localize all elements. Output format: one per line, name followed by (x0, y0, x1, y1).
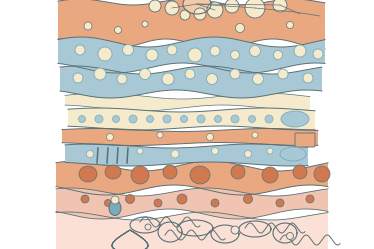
Circle shape (212, 147, 218, 154)
Circle shape (273, 51, 282, 60)
Ellipse shape (105, 165, 121, 179)
Circle shape (94, 68, 106, 80)
Circle shape (137, 148, 143, 154)
Ellipse shape (109, 200, 121, 215)
Circle shape (230, 69, 240, 79)
Circle shape (147, 116, 153, 123)
Circle shape (231, 226, 239, 234)
Circle shape (129, 115, 137, 123)
Circle shape (211, 199, 219, 207)
Circle shape (114, 26, 122, 34)
Circle shape (162, 73, 174, 85)
Circle shape (294, 45, 306, 57)
Circle shape (303, 73, 313, 83)
Circle shape (278, 69, 288, 79)
Circle shape (225, 0, 239, 13)
Circle shape (123, 45, 134, 56)
Circle shape (215, 116, 221, 123)
Circle shape (313, 49, 323, 59)
Circle shape (306, 195, 314, 203)
Ellipse shape (79, 166, 97, 182)
Circle shape (276, 199, 284, 207)
Polygon shape (60, 66, 322, 98)
Circle shape (177, 194, 187, 204)
Circle shape (267, 148, 273, 154)
Circle shape (210, 46, 220, 56)
Circle shape (286, 21, 294, 28)
Circle shape (104, 199, 111, 206)
Circle shape (265, 115, 273, 123)
Ellipse shape (190, 166, 210, 184)
Ellipse shape (281, 111, 309, 127)
Circle shape (249, 46, 261, 57)
Circle shape (98, 47, 112, 61)
Circle shape (180, 10, 190, 20)
Ellipse shape (293, 165, 307, 179)
Circle shape (207, 2, 223, 18)
Circle shape (206, 73, 218, 84)
Circle shape (236, 23, 245, 33)
Circle shape (157, 132, 163, 138)
Ellipse shape (314, 166, 330, 182)
Circle shape (107, 133, 113, 140)
Circle shape (163, 115, 171, 123)
Circle shape (84, 22, 92, 30)
Circle shape (165, 1, 179, 15)
Circle shape (167, 45, 177, 55)
Circle shape (185, 69, 195, 79)
Circle shape (142, 21, 148, 27)
Circle shape (81, 195, 89, 203)
Circle shape (245, 150, 251, 158)
Ellipse shape (131, 166, 149, 184)
Polygon shape (65, 144, 308, 166)
Polygon shape (68, 108, 315, 130)
Circle shape (154, 199, 162, 207)
FancyBboxPatch shape (295, 133, 315, 147)
Polygon shape (65, 93, 310, 111)
Ellipse shape (280, 147, 306, 161)
Circle shape (86, 150, 94, 158)
Circle shape (117, 74, 127, 84)
Circle shape (171, 150, 179, 158)
Circle shape (206, 133, 214, 140)
Circle shape (73, 73, 83, 83)
Ellipse shape (183, 0, 211, 14)
Circle shape (188, 48, 202, 62)
Circle shape (286, 233, 294, 240)
Circle shape (145, 224, 151, 230)
Circle shape (231, 115, 239, 123)
Ellipse shape (262, 167, 278, 183)
Ellipse shape (163, 165, 177, 179)
Circle shape (194, 8, 206, 20)
Polygon shape (56, 188, 328, 219)
Circle shape (252, 73, 264, 84)
Circle shape (95, 115, 103, 123)
Polygon shape (56, 161, 328, 195)
Ellipse shape (231, 165, 245, 179)
Polygon shape (58, 0, 325, 49)
Polygon shape (58, 37, 325, 73)
Circle shape (75, 45, 85, 55)
Circle shape (243, 194, 252, 203)
Circle shape (140, 68, 150, 79)
Circle shape (248, 116, 255, 123)
Circle shape (149, 0, 161, 12)
Circle shape (111, 196, 119, 204)
Circle shape (79, 116, 86, 123)
Circle shape (252, 132, 258, 138)
Circle shape (197, 115, 205, 123)
Circle shape (181, 116, 187, 123)
Circle shape (126, 194, 135, 203)
Circle shape (230, 51, 239, 60)
Circle shape (273, 0, 287, 12)
Polygon shape (56, 212, 328, 249)
Circle shape (146, 49, 158, 61)
Circle shape (245, 0, 265, 18)
Circle shape (113, 116, 120, 123)
Polygon shape (62, 128, 318, 145)
